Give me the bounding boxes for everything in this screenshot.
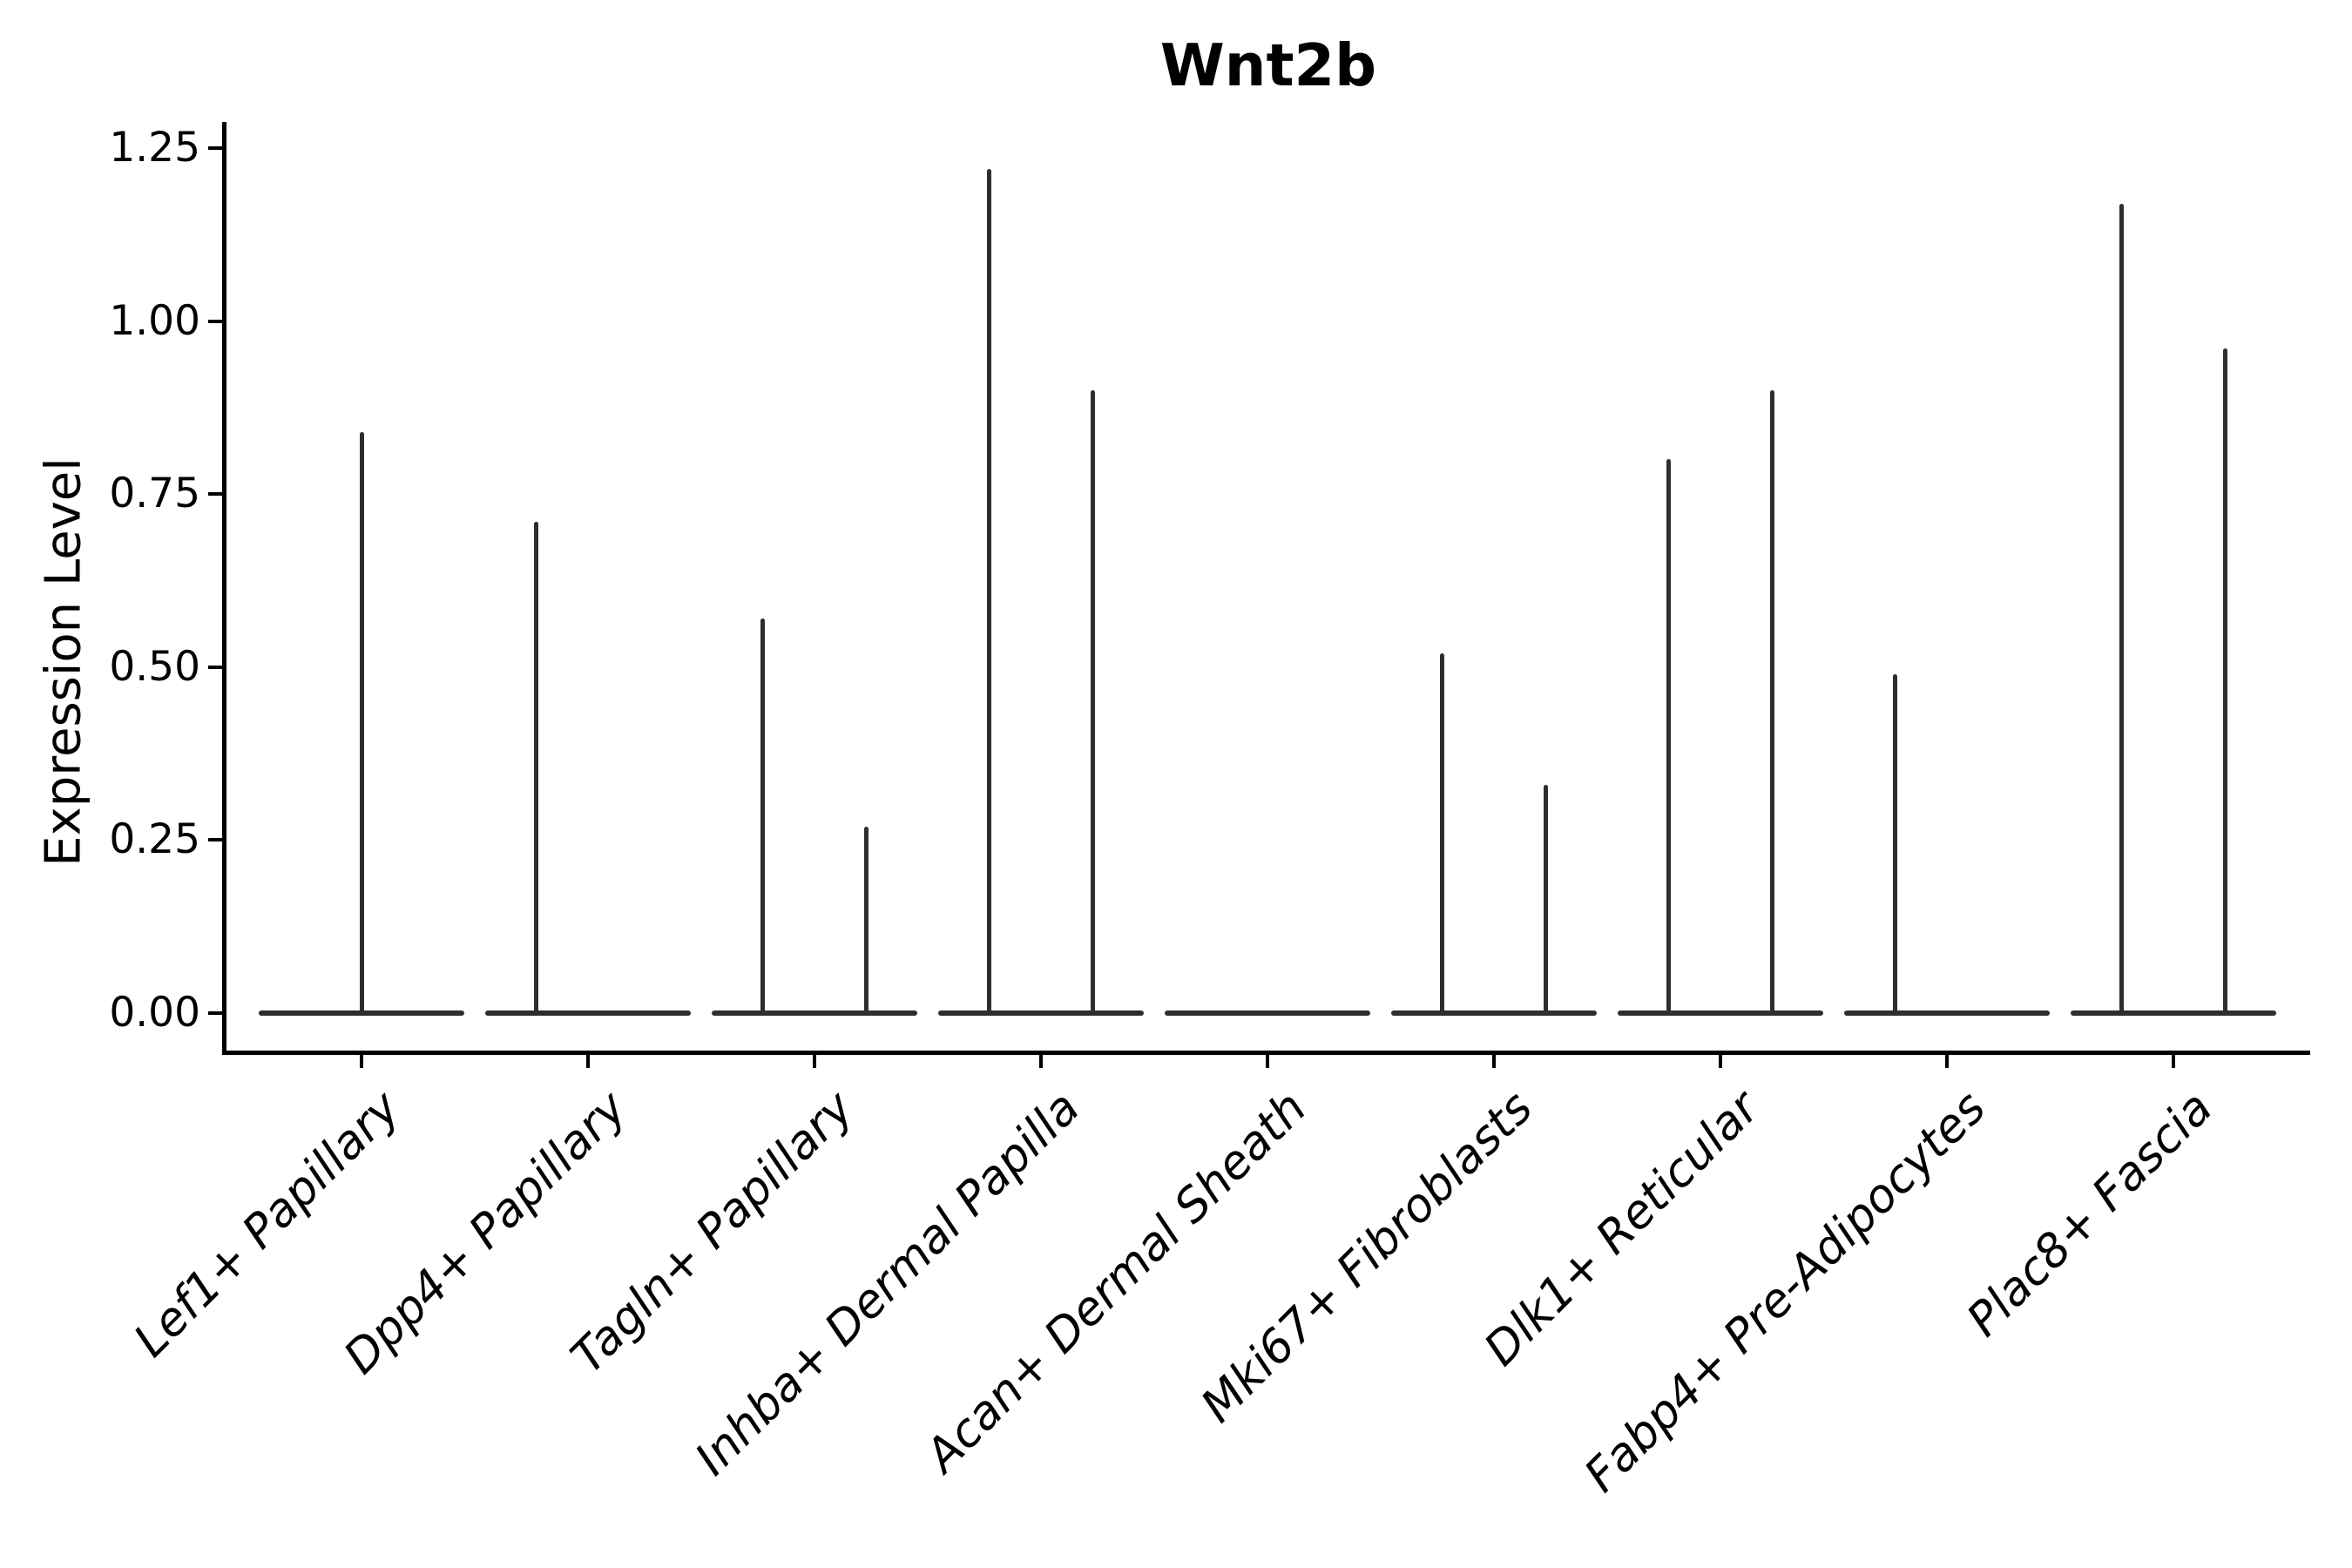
y-tick: [208, 146, 222, 150]
x-tick-label: Plac8+ Fascia: [1957, 1081, 2223, 1348]
x-tick-label: Inhba+ Dermal Papilla: [685, 1081, 1091, 1486]
violin-spike: [2223, 348, 2227, 1016]
x-tick: [1492, 1054, 1496, 1068]
y-tick-label: 1.25: [109, 124, 200, 172]
x-tick-label: Fabp4+ Pre-Adipocytes: [1574, 1081, 1997, 1503]
y-tick: [208, 492, 222, 497]
y-tick: [208, 1011, 222, 1015]
violin-base: [1391, 1010, 1597, 1016]
violin-spike: [1440, 652, 1444, 1016]
violin-base: [712, 1010, 917, 1016]
violin-base: [1844, 1010, 2050, 1016]
y-tick-label: 0.00: [109, 989, 200, 1037]
x-tick: [1945, 1054, 1949, 1068]
violin-spike: [864, 826, 868, 1016]
violin-base: [2071, 1010, 2276, 1016]
violin-base: [938, 1010, 1144, 1016]
violin-spike: [1770, 390, 1774, 1016]
x-tick: [360, 1054, 363, 1068]
y-tick-label: 0.50: [109, 642, 200, 691]
violin-spike: [534, 521, 538, 1016]
violin-spike: [987, 168, 991, 1016]
y-axis-spine: [222, 122, 226, 1054]
x-tick: [2172, 1054, 2175, 1068]
y-tick: [208, 319, 222, 323]
violin-base: [485, 1010, 691, 1016]
chart-title: Wnt2b: [1159, 31, 1377, 99]
y-tick: [208, 838, 222, 842]
y-tick-label: 1.00: [109, 296, 200, 345]
violin-base: [1165, 1010, 1370, 1016]
x-tick: [1719, 1054, 1722, 1068]
y-tick: [208, 665, 222, 669]
y-tick-label: 0.75: [109, 470, 200, 518]
x-tick: [813, 1054, 816, 1068]
y-axis-label: Expression Level: [35, 457, 92, 867]
violin-spike: [1091, 390, 1095, 1016]
violin-spike: [2119, 203, 2124, 1016]
violin-base: [1618, 1010, 1823, 1016]
x-tick-label: Acan+ Dermal Sheath: [915, 1081, 1317, 1483]
x-axis-spine: [222, 1051, 2310, 1055]
y-tick-label: 0.25: [109, 815, 200, 864]
violin-spike: [1544, 784, 1548, 1016]
x-tick: [586, 1054, 590, 1068]
violin-spike: [760, 618, 765, 1016]
violin-spike: [1893, 673, 1897, 1016]
x-tick: [1039, 1054, 1043, 1068]
violin-spike: [1666, 459, 1671, 1016]
x-tick: [1266, 1054, 1269, 1068]
violin-spike: [359, 431, 364, 1016]
